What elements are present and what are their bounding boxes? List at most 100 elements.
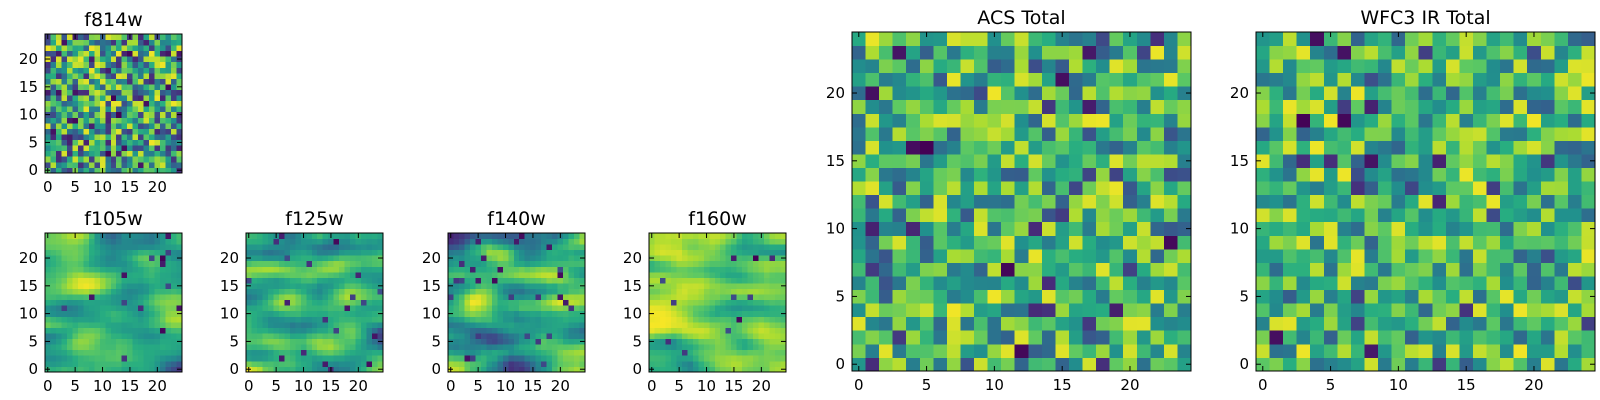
heatmap-cell: [306, 266, 313, 273]
heatmap-cell: [557, 316, 564, 323]
heatmap-cell: [960, 357, 975, 372]
heatmap-cell: [946, 45, 961, 60]
heatmap-cell: [720, 277, 727, 284]
heatmap-cell: [50, 277, 57, 284]
heatmap-cell: [1391, 221, 1406, 236]
heatmap-cell: [1001, 289, 1016, 304]
heatmap-cell: [317, 327, 324, 334]
heatmap-cell: [171, 122, 177, 129]
heatmap-cell: [176, 249, 183, 256]
heatmap-cell: [780, 277, 787, 284]
heatmap-cell: [535, 338, 542, 345]
heatmap-cell: [458, 321, 465, 328]
heatmap-cell: [974, 99, 988, 114]
heatmap-cell: [143, 360, 150, 367]
heatmap-cell: [753, 344, 759, 351]
heatmap-cell: [568, 255, 575, 262]
heatmap-cell: [508, 238, 515, 245]
heatmap-cell: [535, 366, 542, 373]
heatmap-cell: [453, 283, 460, 289]
heatmap-cell: [339, 283, 346, 289]
heatmap-cell: [295, 310, 302, 317]
heatmap-cell: [116, 95, 123, 102]
heatmap-cell: [1364, 289, 1379, 304]
heatmap-cell: [469, 255, 476, 262]
heatmap-cell: [311, 299, 318, 306]
heatmap-cell: [366, 283, 373, 289]
heatmap-cell: [176, 360, 183, 367]
heatmap-cell: [262, 260, 269, 267]
heatmap-cell: [1445, 45, 1460, 60]
heatmap-cell: [1269, 154, 1284, 168]
heatmap-cell: [758, 266, 765, 273]
heatmap-cell: [300, 249, 307, 256]
heatmap-cell: [50, 139, 57, 146]
heatmap-cell: [758, 305, 765, 312]
heatmap-cell: [160, 310, 166, 317]
heatmap-cell: [50, 294, 57, 301]
heatmap-cell: [1136, 303, 1151, 318]
heatmap-cell: [758, 349, 765, 356]
heatmap-cell: [143, 39, 150, 46]
heatmap-cell: [110, 238, 117, 245]
heatmap-cell: [687, 277, 694, 284]
heatmap-cell: [1123, 113, 1138, 128]
heatmap-cell: [1096, 72, 1111, 87]
heatmap-cell: [121, 89, 128, 96]
heatmap-cell: [670, 355, 677, 362]
heatmap-cell: [171, 321, 177, 328]
heatmap-cell: [99, 50, 106, 57]
heatmap-cell: [1581, 154, 1596, 168]
heatmap-cell: [736, 299, 743, 306]
heatmap-cell: [45, 349, 51, 356]
heatmap-cell: [50, 366, 57, 373]
heatmap-cell: [1028, 181, 1043, 196]
heatmap-cell: [852, 126, 866, 141]
heatmap-cell: [960, 86, 975, 101]
heatmap-cell: [703, 338, 710, 345]
heatmap-cell: [753, 333, 759, 340]
heatmap-cell: [267, 244, 274, 251]
heatmap-cell: [105, 305, 112, 312]
heatmap-cell: [116, 39, 123, 46]
heatmap-cell: [251, 277, 258, 284]
heatmap-cell: [720, 244, 727, 251]
heatmap-cell: [919, 303, 934, 318]
heatmap-cell: [83, 84, 90, 90]
heatmap-cell: [1323, 167, 1338, 182]
heatmap-cell: [273, 266, 280, 273]
heatmap-cell: [339, 244, 346, 251]
heatmap-cell: [475, 294, 482, 301]
heatmap-cell: [1269, 86, 1284, 101]
heatmap-cell: [879, 181, 894, 196]
heatmap-cell: [110, 310, 117, 317]
heatmap-cell: [171, 161, 177, 168]
heatmap-cell: [1581, 289, 1596, 304]
heatmap-cell: [987, 208, 1002, 223]
heatmap-cell: [1055, 140, 1070, 155]
heatmap-cell: [138, 72, 145, 79]
heatmap-cell: [453, 366, 460, 373]
heatmap-cell: [1014, 72, 1029, 87]
heatmap-cell: [110, 277, 117, 284]
heatmap-cell: [333, 321, 340, 328]
heatmap-cell: [1041, 208, 1056, 223]
heatmap-cell: [906, 194, 921, 209]
heatmap-cell: [1350, 276, 1365, 291]
heatmap-cell: [1028, 113, 1043, 128]
heatmap-cell: [138, 355, 145, 362]
heatmap-cell: [1500, 154, 1515, 168]
heatmap-cell: [262, 277, 269, 284]
heatmap-cell: [1269, 357, 1284, 372]
heatmap-cell: [50, 321, 57, 328]
heatmap-cell: [94, 283, 101, 289]
heatmap-cell: [649, 277, 655, 284]
heatmap-cell: [892, 289, 907, 304]
heatmap-cell: [121, 128, 128, 135]
heatmap-cell: [654, 310, 661, 317]
heatmap-cell: [154, 111, 161, 118]
heatmap-cell: [933, 303, 948, 318]
heatmap-cell: [665, 355, 672, 362]
heatmap-cell: [464, 233, 471, 239]
